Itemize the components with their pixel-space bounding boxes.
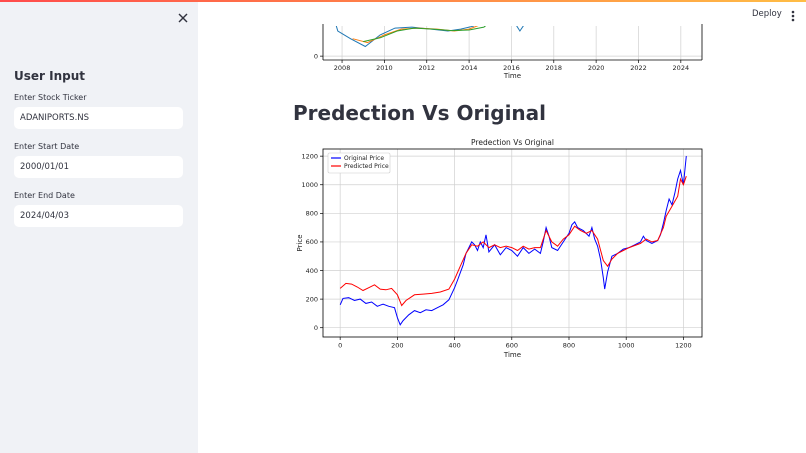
top-decoration-bar xyxy=(0,0,806,2)
y-tick-label: 400 xyxy=(306,267,318,275)
series-line-original xyxy=(339,156,687,326)
legend-box xyxy=(327,152,391,174)
sidebar: User Input Enter Stock Ticker ADANIPORTS… xyxy=(0,2,198,453)
top-x-tick-label: 2022 xyxy=(630,64,647,72)
deploy-button[interactable]: Deploy xyxy=(752,9,782,19)
x-tick-label: 1200 xyxy=(675,342,692,350)
x-tick-label: 800 xyxy=(563,342,575,350)
legend-label-1: Predicted Price xyxy=(344,163,389,170)
top-y-tick-label: 0 xyxy=(314,52,318,60)
x-tick-label: 0 xyxy=(338,342,342,350)
main-menu-button[interactable] xyxy=(790,8,796,22)
top-x-tick-label: 2018 xyxy=(546,64,563,72)
y-axis-label: Price xyxy=(296,234,304,251)
top-x-tick-label: 2024 xyxy=(673,64,690,72)
top-x-tick-label: 2008 xyxy=(334,64,351,72)
y-tick-label: 600 xyxy=(306,238,318,246)
plot-frame xyxy=(322,148,703,338)
end-date-input[interactable]: 2024/04/03 xyxy=(14,205,183,227)
x-tick-label: 200 xyxy=(391,342,403,350)
more-vertical-icon xyxy=(791,10,795,22)
top-x-tick-label: 2012 xyxy=(418,64,435,72)
top-series-line-2 xyxy=(363,26,487,43)
top-series-line-0 xyxy=(335,26,524,48)
y-tick-label: 800 xyxy=(306,210,318,218)
x-tick-label: 600 xyxy=(506,342,518,350)
x-tick-label: 1000 xyxy=(618,342,635,350)
top-x-tick-label: 2010 xyxy=(376,64,393,72)
start-date-input[interactable]: 2000/01/01 xyxy=(14,156,183,178)
start-date-label: Enter Start Date xyxy=(14,142,80,151)
top-x-tick-label: 2014 xyxy=(461,64,478,72)
sidebar-heading: User Input xyxy=(14,69,85,83)
x-axis-label: Time xyxy=(503,351,521,359)
y-tick-label: 200 xyxy=(306,295,318,303)
y-tick-label: 1200 xyxy=(301,152,318,160)
top-series-line-1 xyxy=(352,26,479,44)
section-title: Predection Vs Original xyxy=(293,101,547,125)
chart-title: Predection Vs Original xyxy=(471,138,554,147)
moving-average-chart: 2008201020122014201620182020202220242000… xyxy=(314,24,703,80)
top-x-axis-label: Time xyxy=(503,72,521,80)
ticker-input[interactable]: ADANIPORTS.NS xyxy=(14,107,183,129)
prediction-vs-original-chart: Predection Vs Original 0 200 400 600 800 1000 1… xyxy=(296,138,703,359)
y-tick-label: 1000 xyxy=(301,181,318,189)
end-date-label: Enter End Date xyxy=(14,191,75,200)
series-line-predicted xyxy=(339,176,687,307)
series-group xyxy=(339,156,687,326)
top-x-tick-label: 2016 xyxy=(503,64,520,72)
ticker-label: Enter Stock Ticker xyxy=(14,93,87,102)
top-series-group xyxy=(335,26,524,48)
sidebar-close-button[interactable] xyxy=(176,10,190,24)
top-x-tick-label: 2020 xyxy=(588,64,605,72)
legend-label-0: Original Price xyxy=(344,155,384,162)
y-tick-label: 0 xyxy=(314,324,318,332)
x-tick-label: 400 xyxy=(448,342,460,350)
close-icon xyxy=(178,13,188,23)
